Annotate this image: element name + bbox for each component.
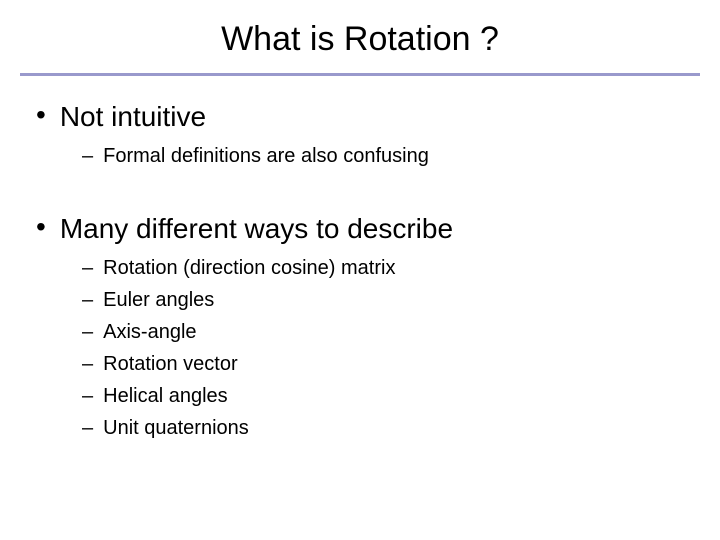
bullet-level2: – Euler angles — [82, 287, 690, 313]
bullet-level2: – Rotation (direction cosine) matrix — [82, 255, 690, 281]
bullet-text: Axis-angle — [103, 319, 196, 345]
bullet-level2: – Helical angles — [82, 383, 690, 409]
bullet-level2: – Unit quaternions — [82, 415, 690, 441]
bullet-dash-icon: – — [82, 383, 93, 409]
title-divider — [20, 73, 700, 76]
bullet-level2: – Rotation vector — [82, 351, 690, 377]
bullet-text: Euler angles — [103, 287, 214, 313]
bullet-level2: – Formal definitions are also confusing — [82, 143, 690, 169]
bullet-dot-icon: • — [36, 213, 46, 241]
bullet-text: Not intuitive — [60, 101, 206, 133]
bullet-text: Many different ways to describe — [60, 213, 453, 245]
bullet-dash-icon: – — [82, 287, 93, 313]
bullet-text: Unit quaternions — [103, 415, 249, 441]
bullet-dash-icon: – — [82, 415, 93, 441]
slide-container: What is Rotation ? • Not intuitive – For… — [0, 0, 720, 540]
bullet-text: Rotation vector — [103, 351, 238, 377]
slide-title: What is Rotation ? — [0, 20, 720, 59]
bullet-dash-icon: – — [82, 143, 93, 169]
slide-content: • Not intuitive – Formal definitions are… — [0, 101, 720, 441]
bullet-level1: • Not intuitive — [30, 101, 690, 133]
bullet-dash-icon: – — [82, 351, 93, 377]
bullet-dash-icon: – — [82, 255, 93, 281]
bullet-text: Helical angles — [103, 383, 228, 409]
bullet-level2: – Axis-angle — [82, 319, 690, 345]
bullet-text: Formal definitions are also confusing — [103, 143, 429, 169]
bullet-dash-icon: – — [82, 319, 93, 345]
bullet-text: Rotation (direction cosine) matrix — [103, 255, 395, 281]
bullet-dot-icon: • — [36, 101, 46, 129]
bullet-level1: • Many different ways to describe — [30, 213, 690, 245]
spacer — [30, 175, 690, 213]
